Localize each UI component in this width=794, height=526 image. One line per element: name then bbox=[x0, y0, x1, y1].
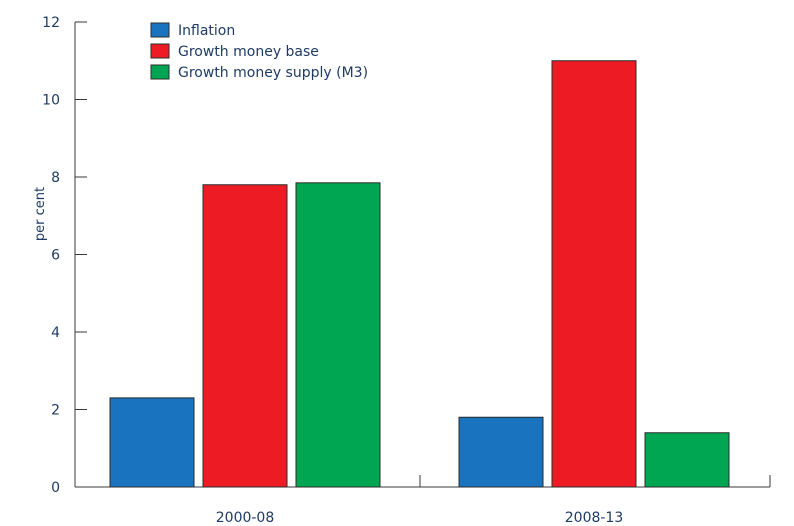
legend-swatch bbox=[150, 22, 170, 38]
y-tick-label: 6 bbox=[51, 248, 60, 264]
y-tick-label: 4 bbox=[51, 325, 60, 341]
y-tick-label: 0 bbox=[51, 480, 60, 496]
legend-label: Inflation bbox=[178, 23, 235, 39]
x-tick-label: 2008-13 bbox=[565, 510, 624, 526]
bars bbox=[109, 60, 730, 488]
y-ticks: 0 2 4 6 8 10 12 bbox=[42, 15, 87, 496]
bar-growth-money-supply-m3-2000-08 bbox=[295, 182, 381, 488]
bar-growth-money-supply-m3-2008-13 bbox=[644, 432, 730, 488]
legend-swatch bbox=[150, 64, 170, 80]
legend: Inflation Growth money base Growth money s… bbox=[150, 22, 368, 81]
x-ticks: 2000-08 2008-13 bbox=[216, 475, 771, 526]
bar-inflation-2008-13 bbox=[458, 416, 544, 488]
y-tick-label: 10 bbox=[42, 93, 60, 109]
legend-swatch bbox=[150, 43, 170, 59]
y-axis: 0 2 4 6 8 10 12 per cent bbox=[33, 15, 87, 496]
legend-label: Growth money base bbox=[178, 44, 319, 60]
x-tick-label: 2000-08 bbox=[216, 510, 275, 526]
bar-inflation-2000-08 bbox=[109, 397, 195, 488]
y-tick-label: 12 bbox=[42, 15, 60, 31]
y-tick-label: 8 bbox=[51, 170, 60, 186]
bar-growth-money-base-2008-13 bbox=[551, 60, 637, 488]
y-axis-title: per cent bbox=[33, 187, 48, 241]
legend-label: Growth money supply (M3) bbox=[178, 65, 368, 81]
y-tick-label: 2 bbox=[51, 403, 60, 419]
bar-growth-money-base-2000-08 bbox=[202, 184, 288, 488]
